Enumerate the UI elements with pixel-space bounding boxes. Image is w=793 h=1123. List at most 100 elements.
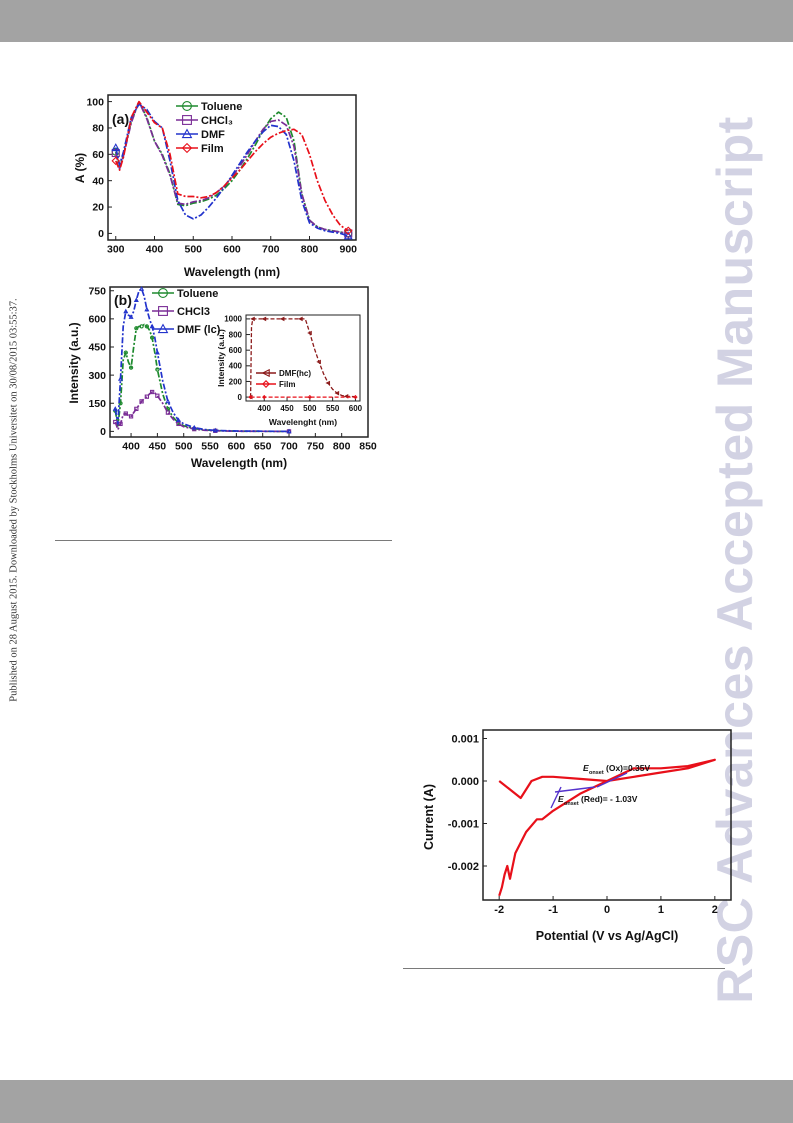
x-tick-label: 0 <box>604 904 610 916</box>
data-point <box>176 421 181 427</box>
inset-legend: DMF(hc) Film <box>256 369 311 389</box>
data-point <box>134 326 139 331</box>
x-tick-label: 500 <box>184 244 202 256</box>
y-tick-label: 150 <box>88 398 106 410</box>
right-column-rule <box>403 968 725 969</box>
y-tick-label: 0 <box>98 228 104 240</box>
data-point <box>113 419 118 425</box>
data-point <box>343 231 353 240</box>
figure-a-panel-label: (a) <box>112 111 129 127</box>
figure-b-x-ticks: 400 450 500 550 600 650 700 750 800 850 <box>122 433 377 453</box>
x-tick-label: 700 <box>280 441 298 453</box>
figure-b-plot-frame <box>109 286 369 438</box>
data-point <box>286 428 292 434</box>
x-tick-label: 1 <box>658 904 664 916</box>
cv-annotation-red: E onset (Red)= - 1.03V <box>558 794 638 807</box>
cv-x-ticks: -2 -1 0 1 2 <box>494 896 718 916</box>
x-tick-label: 850 <box>359 441 377 453</box>
legend-label: CHCl3 <box>177 306 210 318</box>
x-tick-label: -1 <box>548 904 558 916</box>
data-point <box>144 324 150 329</box>
x-tick-label: 550 <box>201 441 219 453</box>
legend-marker <box>181 142 193 154</box>
legend-label: DMF (lc) <box>177 324 221 336</box>
figure-b-panel-label: (b) <box>114 292 132 308</box>
data-point <box>334 390 340 396</box>
legend-marker <box>157 323 169 334</box>
y-tick-label: 0.000 <box>451 776 479 788</box>
y-tick-label: 800 <box>229 330 243 339</box>
figure-a-series <box>111 100 353 240</box>
legend-marker <box>158 288 168 298</box>
figure-b-y-axis-label: Intensity (a.u.) <box>67 322 81 403</box>
x-tick-label: 500 <box>303 404 317 413</box>
y-tick-label: -0.002 <box>448 861 479 873</box>
legend-marker <box>181 128 193 139</box>
data-point <box>123 308 129 314</box>
data-point <box>154 349 160 355</box>
cv-annotation-red-text: (Red)= - 1.03V <box>581 794 638 804</box>
data-point <box>118 401 123 406</box>
data-point <box>261 316 267 322</box>
data-point <box>128 365 134 370</box>
x-tick-label: 900 <box>339 244 357 256</box>
data-point <box>325 380 331 386</box>
x-tick-label: 600 <box>228 441 246 453</box>
data-point <box>250 316 255 322</box>
legend-label: Toluene <box>177 288 218 300</box>
x-tick-label: 650 <box>254 441 272 453</box>
y-tick-label: 0 <box>238 393 243 402</box>
cv-onset-tangent-red <box>550 786 562 809</box>
y-tick-label: 300 <box>88 370 106 382</box>
y-tick-label: -0.001 <box>448 818 479 830</box>
data-point <box>307 330 312 336</box>
cv-annotation-ox-text: (Ox)=0.35V <box>606 763 651 773</box>
data-point <box>343 394 349 399</box>
data-point <box>123 350 128 355</box>
data-point <box>149 323 155 329</box>
data-point <box>117 376 124 381</box>
cv-plot-frame <box>482 729 732 901</box>
legend-marker <box>261 368 270 378</box>
x-tick-label: 600 <box>223 244 241 256</box>
cv-annotation-ox-sub: onset <box>589 770 604 776</box>
data-point <box>248 394 253 400</box>
x-tick-label: 600 <box>349 404 363 413</box>
cv-onset-baseline <box>554 786 596 793</box>
data-point <box>298 316 303 322</box>
data-point <box>111 156 121 166</box>
y-tick-label: 80 <box>92 123 104 135</box>
legend-label: DMF <box>201 129 225 141</box>
data-point <box>165 398 171 404</box>
legend-label: Film <box>201 143 224 155</box>
y-tick-label: 200 <box>229 377 243 386</box>
y-tick-label: 1000 <box>224 315 242 324</box>
data-point <box>353 394 358 400</box>
x-tick-label: 550 <box>326 404 340 413</box>
y-tick-label: 600 <box>88 314 106 326</box>
data-point <box>111 143 121 152</box>
data-point <box>191 424 197 430</box>
data-point <box>316 359 321 365</box>
cv-annotation-ox-e: E <box>583 763 589 773</box>
cv-y-axis-label: Current (A) <box>422 784 436 850</box>
data-point <box>307 394 313 400</box>
legend-marker <box>182 101 192 111</box>
series-line-4 <box>115 100 349 232</box>
data-point <box>128 314 134 319</box>
data-point <box>139 399 144 404</box>
y-tick-label: 20 <box>92 202 104 214</box>
y-tick-label: 750 <box>88 285 106 297</box>
inset-y-axis-label: Intensity (a.u.) <box>216 329 226 387</box>
y-tick-label: 450 <box>88 342 106 354</box>
data-point <box>212 427 218 433</box>
figure-a-y-ticks: 0 20 40 60 80 100 <box>86 96 112 240</box>
x-tick-label: 800 <box>301 244 319 256</box>
figure-cv-voltammogram: -2 -1 0 1 2 0.001 0.000 -0.001 -0.002 E onset (… <box>422 729 732 943</box>
data-point <box>175 417 181 422</box>
data-point <box>123 411 128 416</box>
legend-marker <box>262 380 270 388</box>
page-header-band <box>0 0 793 42</box>
data-point <box>139 324 144 329</box>
figure-a-x-ticks: 300 400 500 600 700 800 900 <box>107 236 357 256</box>
